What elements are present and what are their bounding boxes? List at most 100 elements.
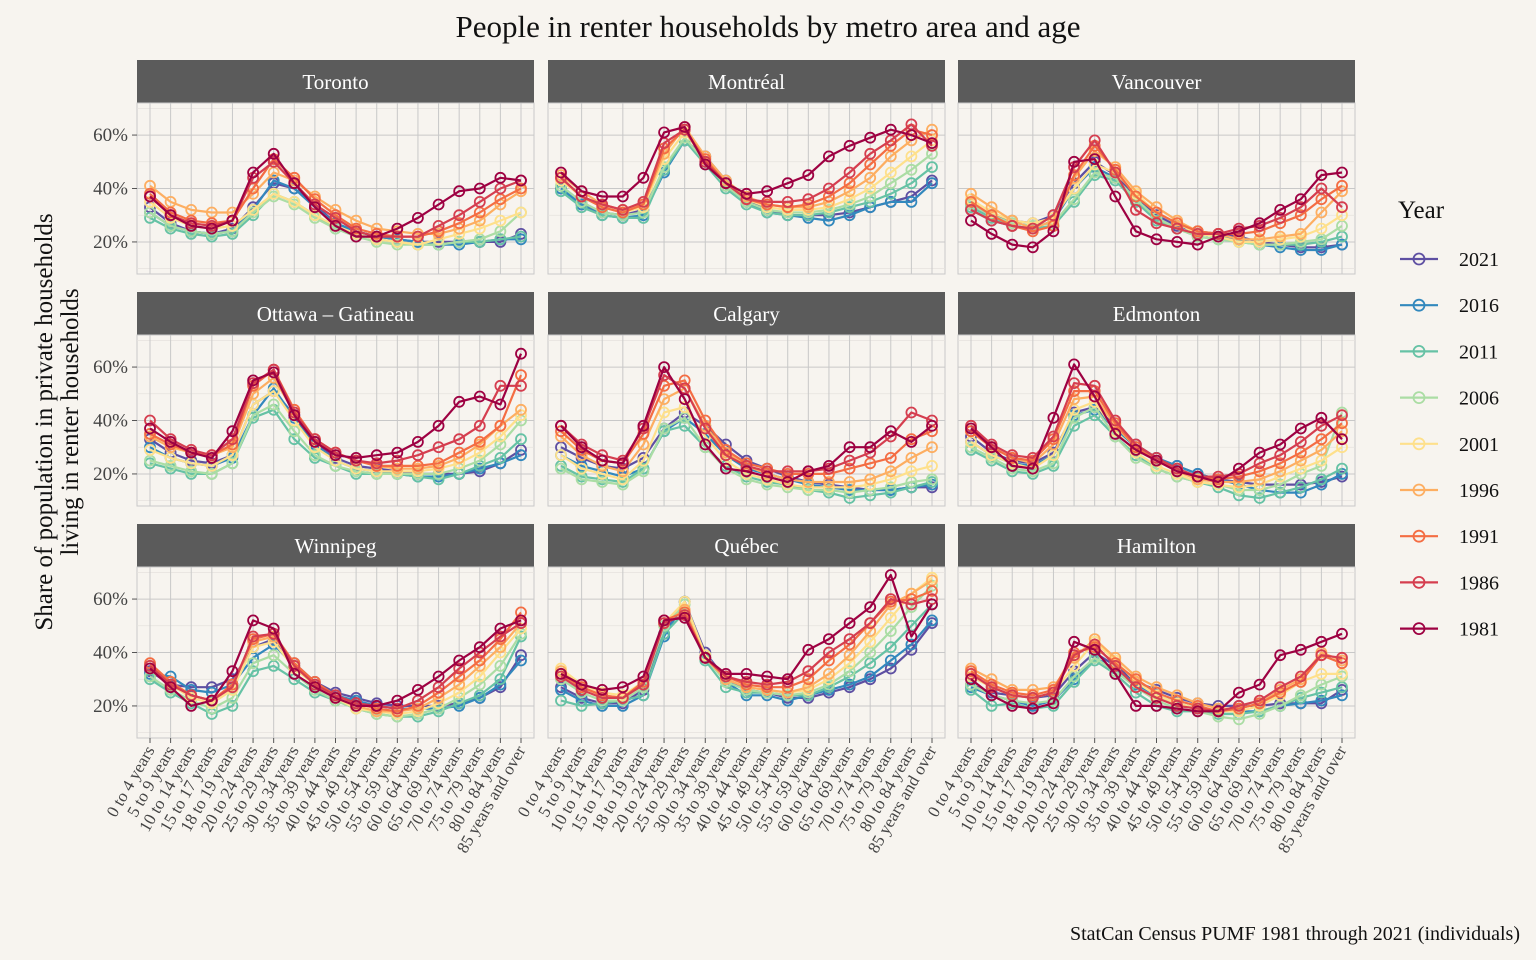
data-point [864, 171, 877, 184]
data-point [637, 195, 650, 208]
data-point [905, 638, 918, 651]
panel-edmonton: Edmonton [957, 292, 1356, 507]
data-point [802, 643, 815, 656]
data-point [596, 190, 609, 203]
data-point [658, 422, 670, 435]
data-point [699, 158, 712, 171]
data-point [226, 665, 239, 678]
data-point [905, 465, 918, 478]
data-point [926, 161, 938, 174]
data-point [1253, 233, 1266, 246]
data-point [1068, 358, 1080, 371]
y-tick-label: 20% [93, 464, 128, 485]
data-point [453, 433, 466, 446]
data-point [1130, 700, 1142, 712]
y-axis-title-line-2: living in renter households [57, 288, 84, 555]
data-point [864, 473, 877, 486]
data-point [1274, 681, 1287, 694]
data-point [637, 419, 650, 432]
data-point [926, 137, 938, 150]
data-point [1109, 414, 1122, 427]
data-point [678, 611, 691, 624]
data-point [823, 654, 835, 667]
data-point [1088, 153, 1101, 166]
data-point [350, 700, 363, 712]
data-point [985, 681, 998, 694]
data-point [823, 633, 835, 645]
panel-strip [958, 292, 1355, 335]
data-point [1233, 462, 1245, 475]
panel-montreal: Montréal [547, 60, 946, 275]
data-point [247, 630, 260, 643]
data-point [1191, 238, 1204, 251]
data-point [985, 689, 998, 702]
data-point [1130, 225, 1142, 238]
data-point [843, 185, 856, 198]
data-point [288, 195, 301, 208]
panel-toronto: Toronto 20% 40% 60% [93, 60, 535, 275]
data-point [453, 686, 466, 699]
data-point [637, 670, 650, 683]
legend-item-1981: 1981 [1400, 619, 1499, 641]
series-line-1981 [970, 158, 1343, 249]
series-1981 [965, 627, 1348, 718]
data-point [288, 660, 301, 672]
data-point [205, 467, 218, 480]
data-point [370, 700, 383, 712]
data-point [926, 414, 938, 427]
data-point [555, 419, 567, 432]
data-point [1315, 473, 1328, 486]
data-point [575, 700, 588, 712]
data-point [699, 438, 712, 451]
panel-title: Winnipeg [295, 534, 377, 558]
panel-title: Toronto [302, 70, 368, 94]
data-point [1315, 222, 1328, 235]
data-point [164, 681, 177, 694]
data-point [616, 681, 629, 694]
data-point [473, 214, 486, 227]
y-tick-label: 60% [93, 125, 128, 146]
data-point [905, 163, 918, 176]
data-point [1191, 470, 1204, 483]
legend-swatch-point [1412, 298, 1426, 312]
data-point [1130, 190, 1142, 203]
data-point [1336, 433, 1348, 446]
panel-title: Hamilton [1117, 534, 1197, 558]
data-point [1315, 419, 1328, 432]
data-point [432, 419, 445, 432]
legend-label: 1986 [1459, 572, 1499, 594]
data-point [884, 465, 897, 478]
data-point [1109, 190, 1122, 203]
data-point [843, 633, 856, 645]
data-point [926, 593, 938, 605]
series-1981 [555, 569, 938, 696]
series-line-1981 [149, 619, 522, 708]
data-point [678, 401, 691, 414]
series-line-1986 [560, 597, 933, 700]
series-line-1986 [970, 139, 1343, 235]
data-point [515, 206, 527, 219]
data-point [637, 171, 650, 184]
data-point [761, 185, 773, 198]
data-point [740, 668, 753, 680]
data-point [370, 449, 383, 462]
data-point [926, 614, 938, 627]
legend-item-1991: 1991 [1400, 526, 1499, 548]
data-point [144, 422, 156, 435]
data-point [905, 195, 918, 208]
data-point [1315, 411, 1328, 424]
data-point [411, 230, 424, 243]
data-point [1047, 697, 1060, 710]
data-point [1233, 686, 1245, 699]
data-point [247, 166, 260, 179]
data-point [905, 435, 918, 448]
data-point [985, 214, 998, 227]
data-point [761, 678, 773, 691]
data-point [494, 438, 507, 451]
data-point [1253, 694, 1266, 707]
data-point [761, 470, 773, 483]
panel-title: Montréal [708, 70, 785, 94]
data-point [637, 678, 650, 691]
data-point [308, 435, 321, 448]
data-point [843, 617, 856, 629]
